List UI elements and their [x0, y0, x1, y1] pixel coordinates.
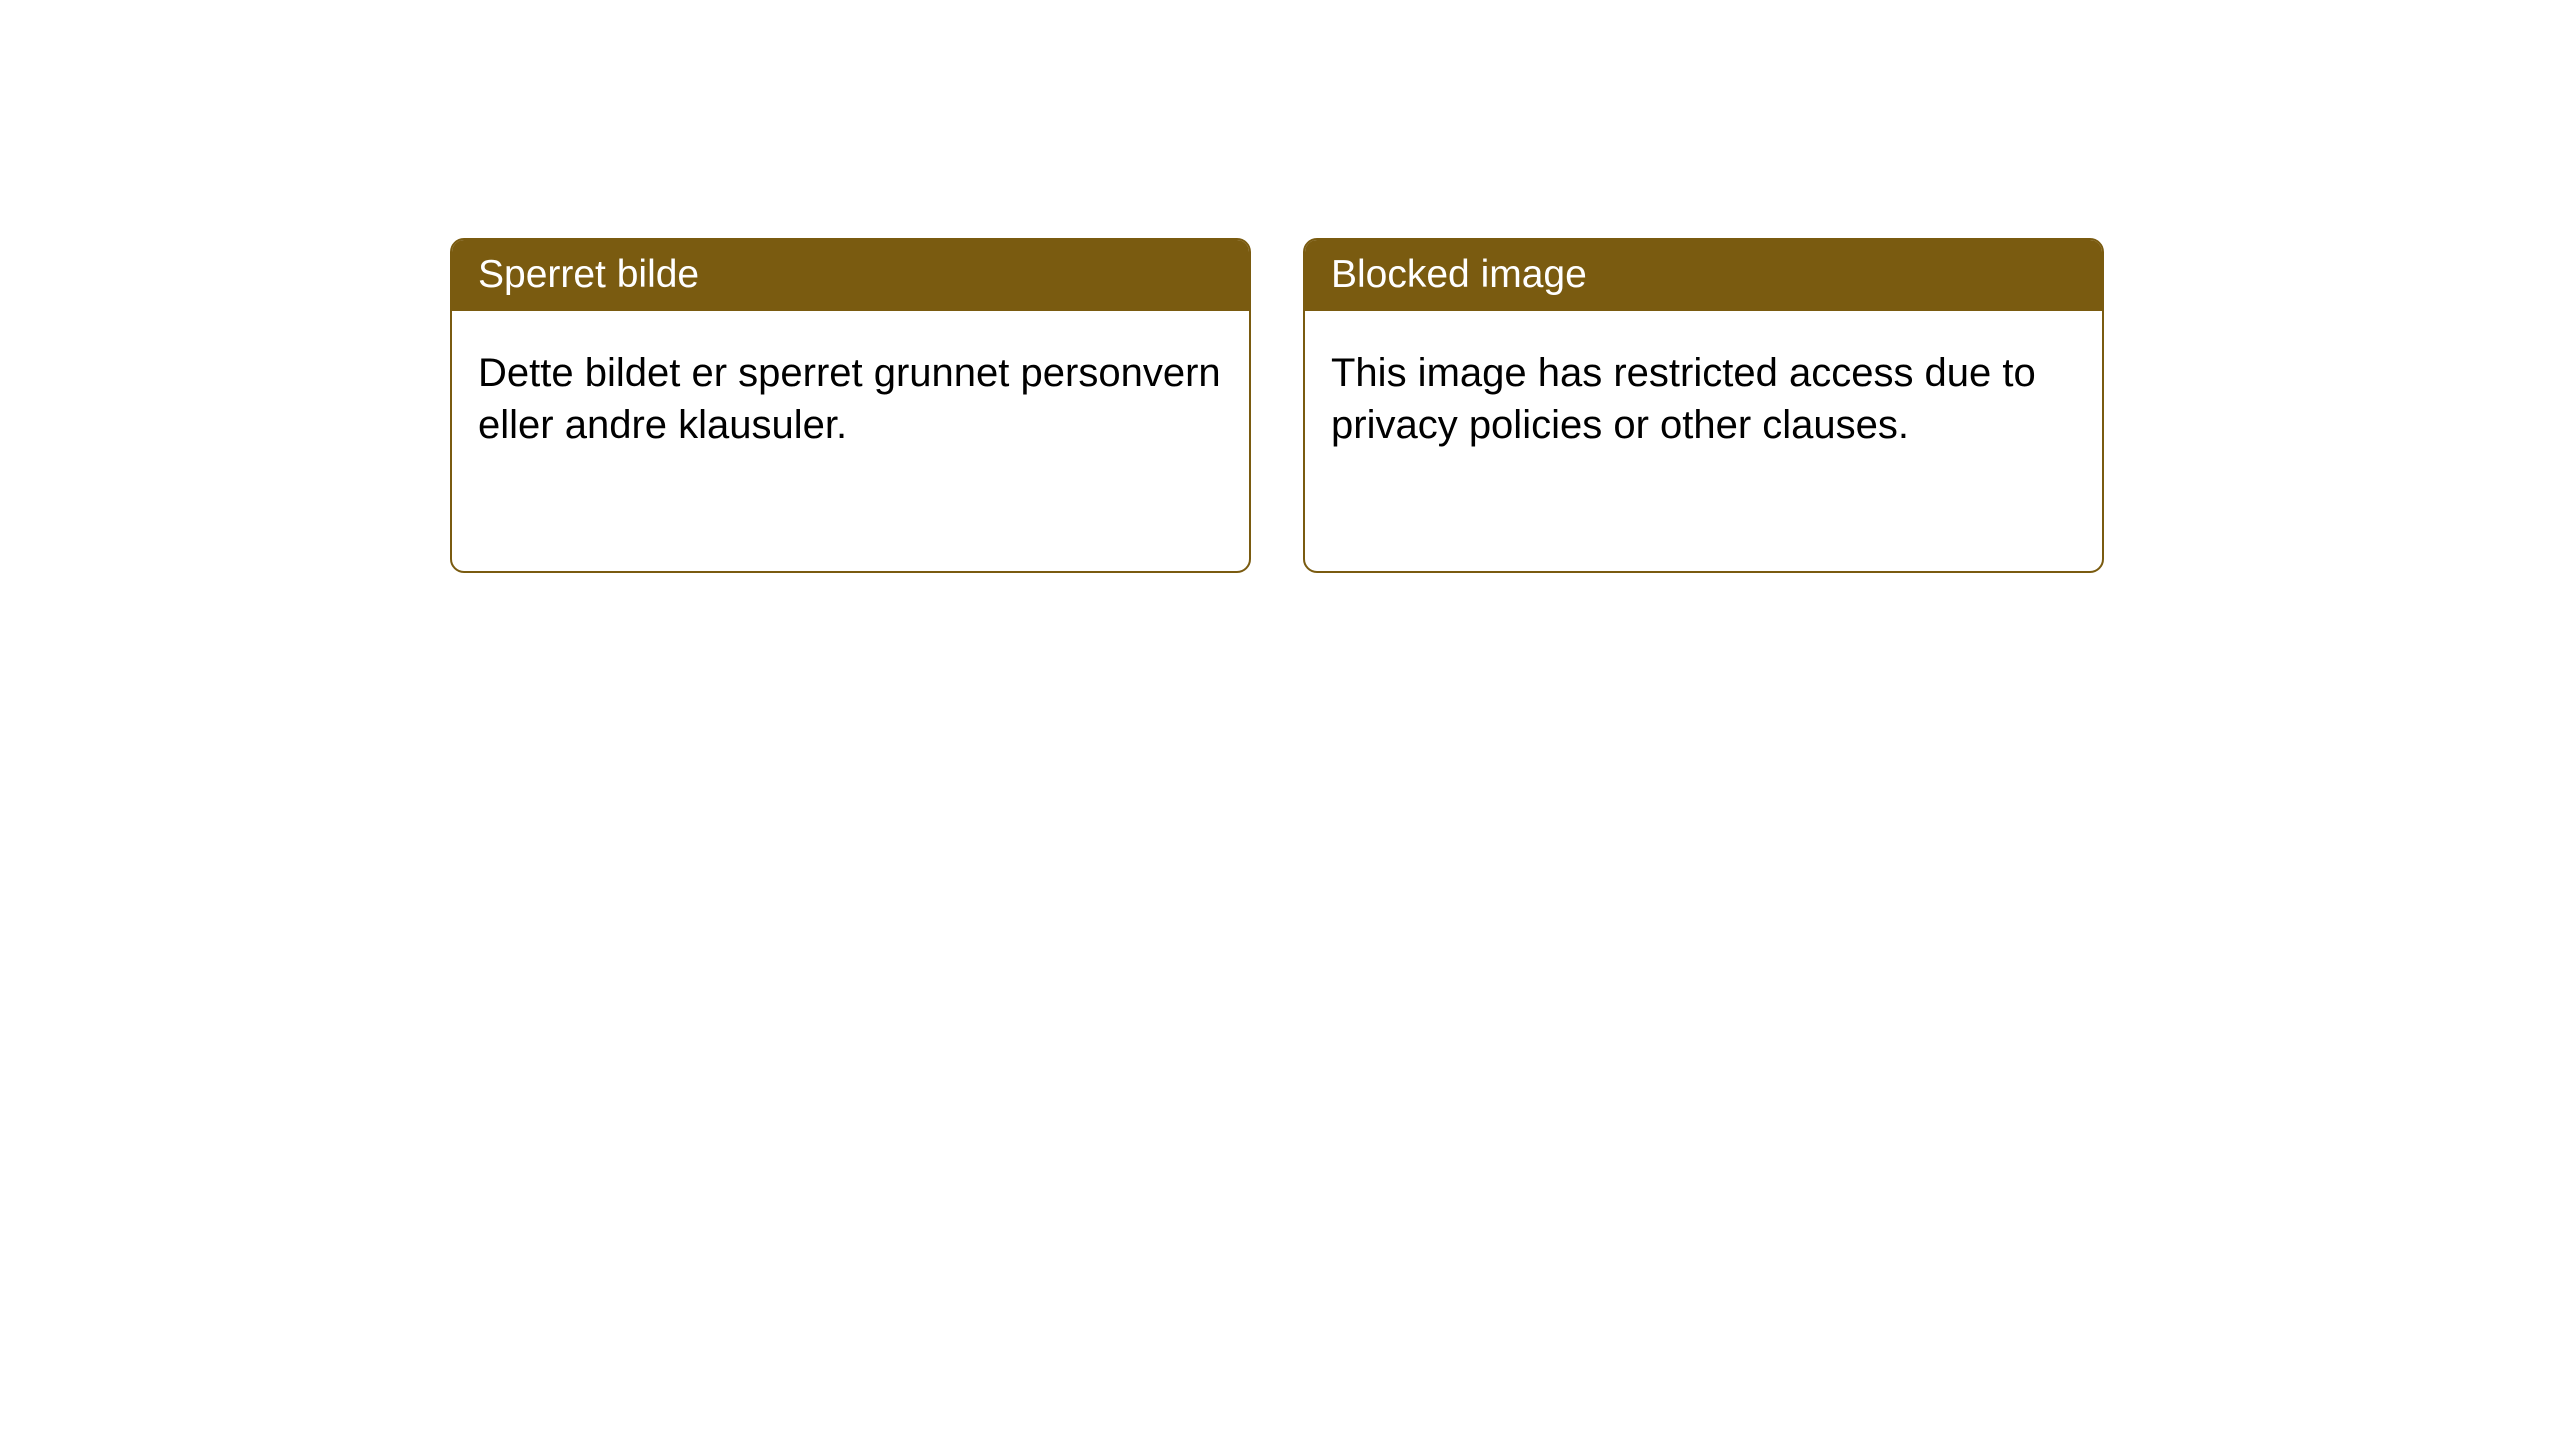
notice-container: Sperret bilde Dette bildet er sperret gr…: [450, 238, 2104, 573]
notice-card-english: Blocked image This image has restricted …: [1303, 238, 2104, 573]
notice-title: Blocked image: [1305, 240, 2102, 311]
notice-title: Sperret bilde: [452, 240, 1249, 311]
notice-body: Dette bildet er sperret grunnet personve…: [452, 311, 1249, 487]
notice-body: This image has restricted access due to …: [1305, 311, 2102, 487]
notice-card-norwegian: Sperret bilde Dette bildet er sperret gr…: [450, 238, 1251, 573]
